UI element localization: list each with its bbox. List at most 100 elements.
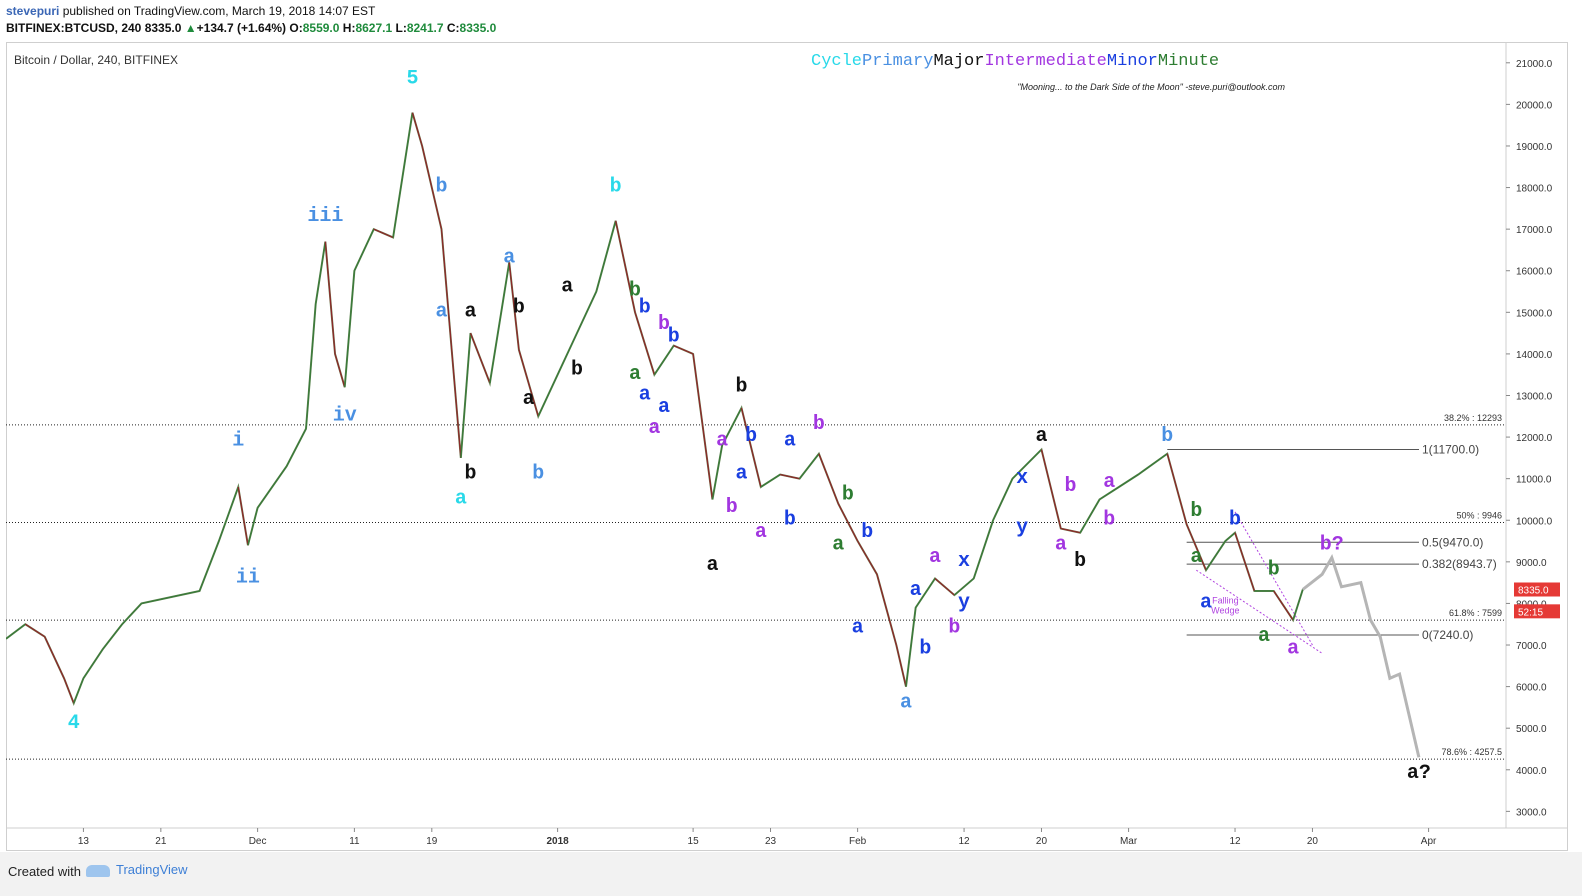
elliott-degree-legend: CyclePrimaryMajorIntermediateMinorMinute <box>811 52 1219 71</box>
tradingview-cloud-icon <box>86 864 110 877</box>
fib-level-label: 38.2% : 12293 <box>1444 413 1502 423</box>
price-segment <box>1137 453 1168 476</box>
wave-label: b <box>571 359 583 382</box>
x-tick-label: Mar <box>1120 836 1138 847</box>
price-segment <box>692 353 714 500</box>
legend-word: Intermediate <box>984 52 1106 71</box>
symbol-label: BITFINEX:BTCUSD, 240 <box>6 21 142 35</box>
price-segment <box>353 228 375 272</box>
wave-label: b <box>726 496 738 519</box>
wave-label: a <box>1035 425 1047 448</box>
price-segment <box>121 602 142 625</box>
wave-label: b <box>610 176 622 199</box>
y-tick-label: 21000.0 <box>1516 59 1553 70</box>
legend-word: Primary <box>862 52 933 71</box>
wave-label: a <box>523 388 535 411</box>
price-segment <box>344 270 356 388</box>
fib-short-label: 1(11700.0) <box>1422 443 1479 457</box>
wave-label: b <box>435 176 447 199</box>
x-tick-label: 11 <box>349 836 360 847</box>
x-tick-label: 19 <box>426 836 438 847</box>
wave-label: x <box>958 550 970 573</box>
wave-label: 4 <box>68 712 80 735</box>
wave-label: b <box>1268 558 1280 581</box>
wave-label: b <box>842 483 854 506</box>
close-label: C: <box>446 21 460 35</box>
wave-label: b <box>629 280 641 303</box>
price-segment <box>818 453 839 504</box>
wave-label: a <box>658 396 670 419</box>
price-segment <box>721 407 743 446</box>
price-segment <box>653 345 675 376</box>
x-tick-label: Apr <box>1421 836 1437 847</box>
price-segment <box>218 486 239 542</box>
fib-level-label: 61.8% : 7599 <box>1449 608 1502 618</box>
wave-label: b <box>948 617 960 640</box>
price-segment <box>440 229 462 458</box>
price-segment <box>934 577 955 596</box>
wave-label: b <box>1190 500 1202 523</box>
chart-title: Bitcoin / Dollar, 240, BITFINEX <box>14 53 178 67</box>
price-segment <box>102 623 123 650</box>
price-segment <box>305 303 317 429</box>
price-segment <box>247 507 259 546</box>
price-segment <box>780 473 800 480</box>
price-segment <box>895 644 907 687</box>
change-up-icon: ▲ <box>184 21 197 35</box>
price-segment <box>180 590 200 596</box>
wave-label: b <box>668 325 680 348</box>
price-segment <box>237 486 249 546</box>
price-chart[interactable]: 3000.04000.05000.06000.07000.08000.09000… <box>6 42 1568 851</box>
price-segment <box>1079 499 1101 534</box>
price-segment <box>82 648 104 679</box>
wave-label: b <box>513 296 525 319</box>
price-segment <box>905 607 917 687</box>
projection-series-line <box>1301 554 1421 758</box>
wedge-lower-line <box>1196 569 1323 654</box>
wave-label: x <box>1016 467 1028 490</box>
wave-label: a <box>503 246 515 269</box>
price-segment <box>469 332 491 384</box>
price-segment <box>595 220 617 292</box>
price-segment <box>915 578 936 608</box>
author-link[interactable]: stevepuri <box>6 4 60 18</box>
price-segment <box>63 678 75 704</box>
change-value: +134.7 (+1.64%) <box>196 21 287 35</box>
price-segment <box>992 478 1014 521</box>
low-value: 8241.7 <box>406 21 444 35</box>
x-tick-label: Dec <box>249 836 267 847</box>
y-tick-label: 5000.0 <box>1516 724 1547 735</box>
price-segment <box>73 678 85 704</box>
price-segment <box>1040 449 1062 529</box>
y-tick-label: 14000.0 <box>1516 350 1553 361</box>
wave-label: a <box>929 546 941 569</box>
low-label: L: <box>395 21 407 35</box>
price-segment <box>634 312 656 375</box>
tradingview-logo[interactable]: TradingView <box>86 862 188 877</box>
price-series-line <box>6 112 1304 707</box>
wedge-label-line: Wedge <box>1211 605 1239 615</box>
price-segment <box>324 241 336 354</box>
price-segment <box>460 333 472 458</box>
price-segment <box>556 332 578 375</box>
tradingview-brand: TradingView <box>116 862 188 877</box>
high-label: H: <box>342 21 356 35</box>
price-segment <box>6 623 26 640</box>
wave-label: b <box>1103 508 1115 531</box>
x-tick-label: 20 <box>1036 836 1048 847</box>
wave-label: a <box>629 363 641 386</box>
legend-word: Cycle <box>811 52 862 71</box>
x-tick-label: 23 <box>765 836 777 847</box>
price-segment <box>1273 590 1294 621</box>
close-value: 8335.0 <box>459 21 497 35</box>
chart-frame <box>6 42 1568 851</box>
price-segment <box>1205 540 1226 571</box>
price-segment <box>953 577 975 596</box>
price-segment <box>740 407 762 488</box>
y-tick-label: 11000.0 <box>1516 475 1552 486</box>
wave-label: b <box>639 296 651 319</box>
x-tick-label: 12 <box>1229 836 1241 847</box>
wave-label: a <box>784 429 796 452</box>
wedge-upper-line <box>1234 511 1313 646</box>
fib-short-label: 0.382(8943.7) <box>1422 557 1497 571</box>
